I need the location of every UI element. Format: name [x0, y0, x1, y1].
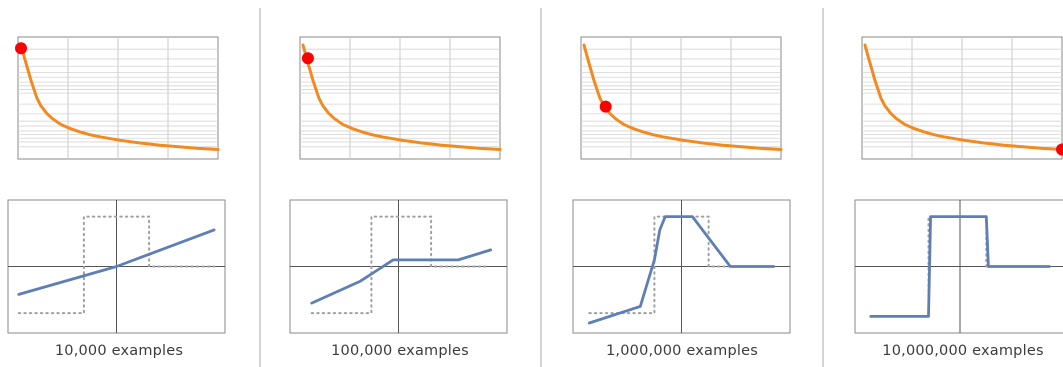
function-plot: [7, 199, 226, 334]
panel-divider: [259, 8, 261, 367]
loss-curve-line: [582, 43, 783, 151]
learned-function-line: [310, 248, 493, 305]
panel-caption: 1,000,000 examples: [606, 343, 758, 359]
loss-curve-line: [863, 43, 1063, 151]
learned-function-line: [587, 215, 776, 325]
panel-caption: 10,000 examples: [54, 343, 184, 359]
loss-plot: [580, 36, 783, 160]
panel-divider: [540, 8, 542, 367]
target-function-line: [17, 215, 216, 315]
target-function-line: [310, 215, 487, 315]
loss-plot: [299, 36, 502, 160]
loss-curve-line: [301, 43, 502, 151]
current-step-marker: [15, 42, 27, 55]
loss-plot: [15, 36, 220, 160]
panel-divider: [822, 8, 824, 367]
loss-plot: [861, 36, 1063, 160]
panel-caption: 100,000 examples: [331, 343, 469, 359]
panel-caption: 10,000,000 examples: [882, 343, 1044, 359]
current-step-marker: [1056, 143, 1063, 156]
learned-function-line: [869, 215, 1051, 318]
current-step-marker: [301, 52, 314, 65]
learned-function-line: [17, 228, 216, 296]
function-plot: [854, 199, 1063, 334]
current-step-marker: [599, 100, 612, 113]
function-plot: [572, 199, 791, 334]
function-plot: [289, 199, 508, 334]
loss-curve-line: [19, 43, 220, 151]
